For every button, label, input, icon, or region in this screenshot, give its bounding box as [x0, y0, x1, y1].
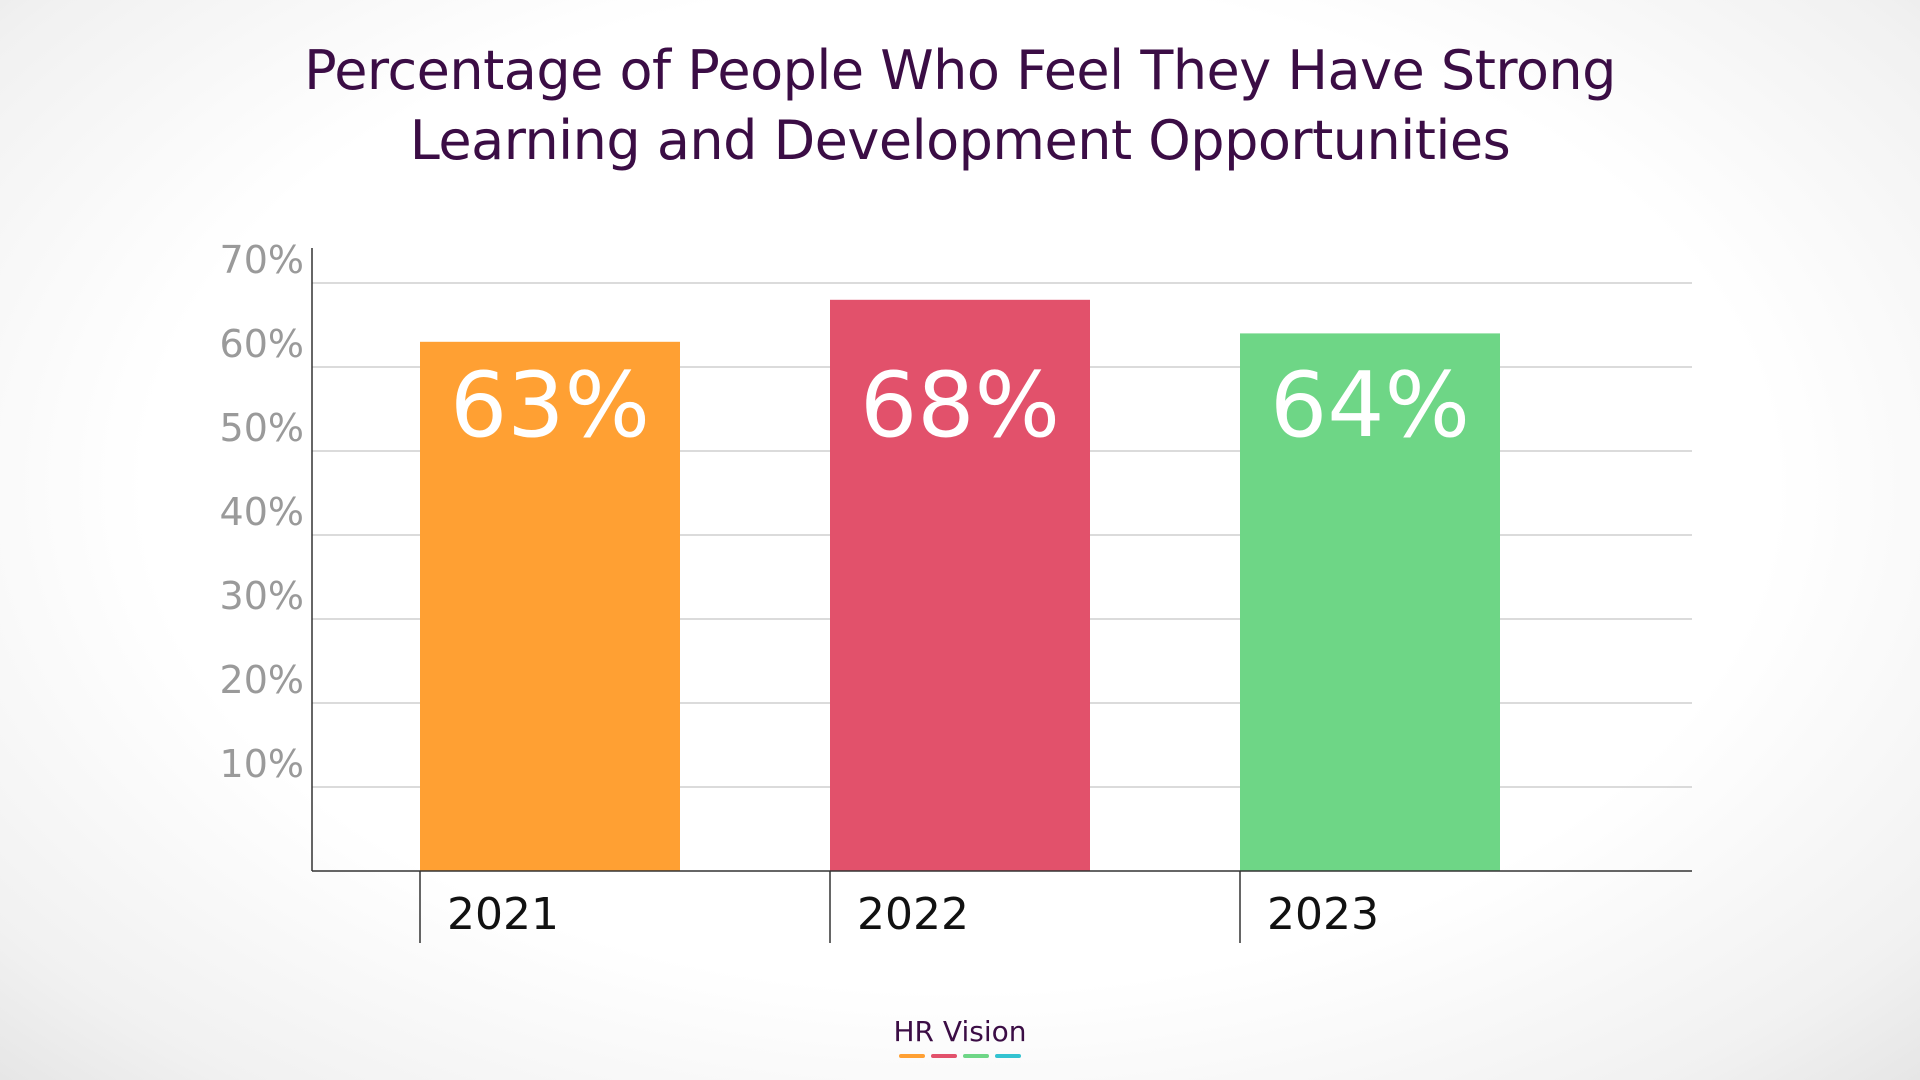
- y-tick-label: 40%: [220, 490, 304, 534]
- y-tick-label: 70%: [220, 238, 304, 282]
- x-tick-label: 2022: [857, 889, 969, 940]
- chart-title-line-2: Learning and Development Opportunities: [409, 109, 1511, 172]
- data-label: 64%: [1270, 353, 1470, 458]
- brand-bar-segment: [963, 1054, 989, 1058]
- brand-color-bar: [0, 1054, 1920, 1058]
- data-label: 63%: [450, 353, 650, 458]
- y-tick-label: 50%: [220, 406, 304, 450]
- y-tick-label: 60%: [220, 322, 304, 366]
- data-label: 68%: [860, 353, 1060, 458]
- y-tick-label: 30%: [220, 574, 304, 618]
- x-tick-label: 2021: [447, 889, 559, 940]
- brand-logo: HR Vision: [0, 1012, 1920, 1058]
- bar-2023: [1240, 333, 1500, 871]
- brand-bar-segment: [899, 1054, 925, 1058]
- x-tick-label: 2023: [1267, 889, 1379, 940]
- brand-bar-segment: [931, 1054, 957, 1058]
- chart-title: Percentage of People Who Feel They Have …: [0, 36, 1920, 176]
- brand-name: HR Vision: [893, 1015, 1027, 1048]
- y-tick-label: 20%: [220, 658, 304, 702]
- y-tick-label: 10%: [220, 742, 304, 786]
- bar-2022: [830, 299, 1090, 871]
- chart-title-line-1: Percentage of People Who Feel They Have …: [304, 39, 1616, 102]
- brand-bar-segment: [995, 1054, 1021, 1058]
- bar-2021: [420, 341, 680, 871]
